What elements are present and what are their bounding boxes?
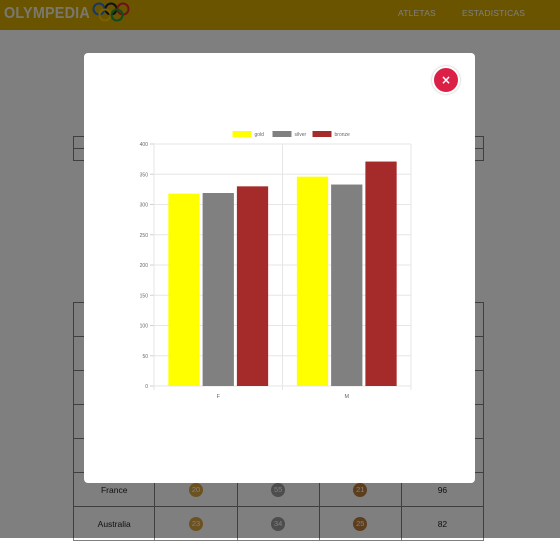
legend-label-gold: gold (255, 132, 265, 138)
y-tick-label: 50 (142, 354, 148, 360)
bar-gold-F (168, 193, 200, 386)
legend-swatch-gold (232, 131, 252, 137)
bar-silver-M (331, 184, 363, 386)
y-tick-label: 300 (140, 203, 149, 209)
bar-bronze-F (236, 186, 269, 386)
y-tick-label: 0 (145, 384, 148, 390)
close-button[interactable]: × (432, 66, 460, 94)
bar-bronze-M (365, 161, 397, 386)
y-tick-label: 100 (140, 324, 149, 330)
legend-swatch-bronze (312, 131, 332, 137)
legend-label-silver: silver (295, 132, 307, 138)
y-tick-label: 250 (140, 233, 149, 239)
legend-swatch-silver (272, 131, 292, 137)
x-tick-label: M (344, 394, 349, 400)
y-tick-label: 350 (140, 172, 149, 178)
legend-label-bronze: bronze (335, 132, 351, 138)
y-tick-label: 200 (140, 263, 149, 269)
bar-gold-M (296, 176, 329, 386)
bar-silver-F (202, 193, 234, 386)
y-tick-label: 400 (140, 142, 149, 148)
x-tick-label: F (217, 394, 221, 400)
y-tick-label: 150 (140, 293, 149, 299)
